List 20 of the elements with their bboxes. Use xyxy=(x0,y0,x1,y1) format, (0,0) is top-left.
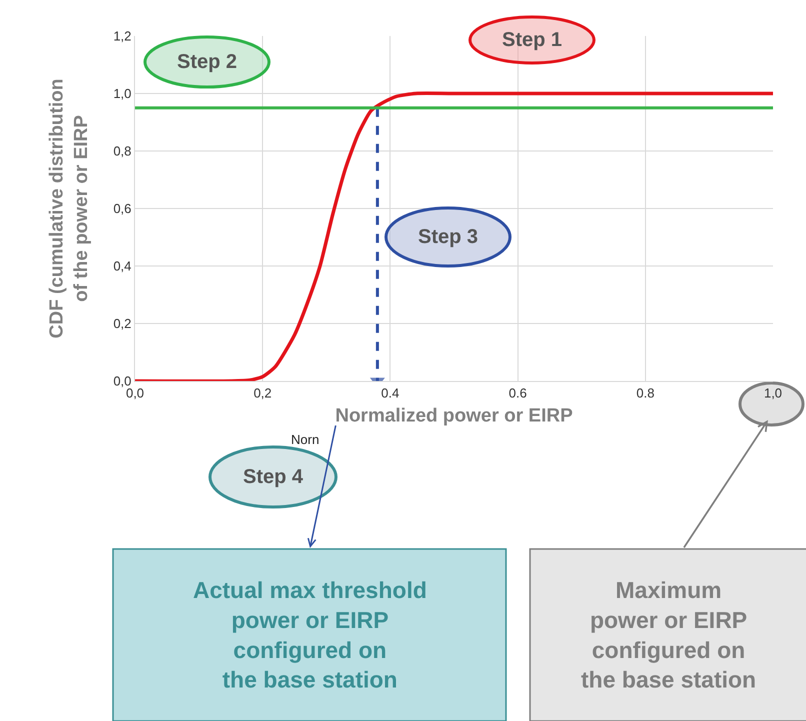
y-tick-label: 0,2 xyxy=(113,316,132,332)
text: Maximum power or EIRP configured on the base station xyxy=(581,577,756,693)
y-tick-label: 0,6 xyxy=(113,201,132,216)
annotation: Step 2 xyxy=(177,51,238,73)
x-tick-label: 0,2 xyxy=(254,386,272,401)
x-tick-label: 0.6 xyxy=(508,386,527,401)
x-axis-title: Normalized power or EIRP xyxy=(335,405,574,426)
x-tick-label: 0.8 xyxy=(636,386,654,401)
text: Norn xyxy=(291,432,320,447)
annotation: Step 1 xyxy=(502,29,562,51)
text: Actual max threshold power or EIRP configured on the base station xyxy=(193,577,427,693)
text: Step 4 xyxy=(243,466,304,488)
y-axis-title: CDF (cumulative distribution of the power or EIRP xyxy=(46,78,92,338)
y-tick-label: 0,4 xyxy=(113,258,132,274)
annotation: Step 3 xyxy=(418,226,478,248)
x-tick-label: 1,0 xyxy=(764,386,782,401)
y-tick-label: 1,2 xyxy=(113,28,132,44)
y-tick-label: 0,8 xyxy=(113,144,132,159)
x-tick-label: 0.4 xyxy=(381,386,400,401)
y-tick-label: 1,0 xyxy=(113,86,132,102)
